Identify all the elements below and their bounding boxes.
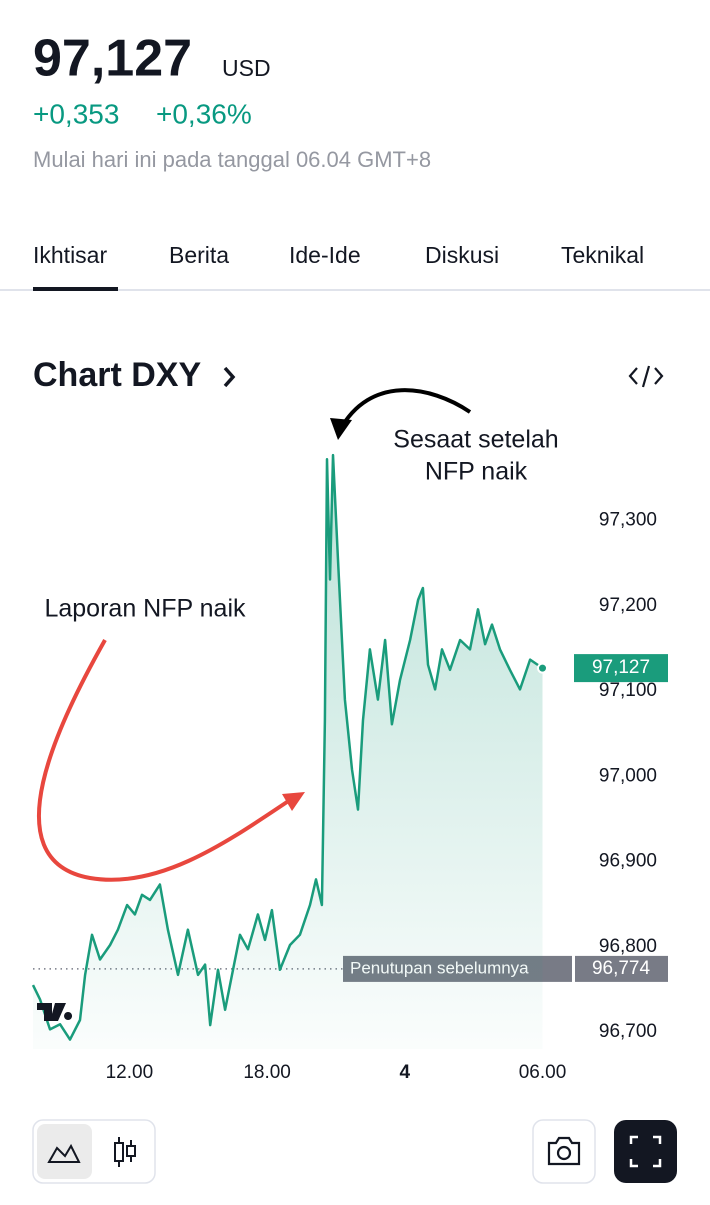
annotation-arrow	[36, 639, 292, 882]
area	[33, 455, 543, 1050]
previous-close-label: 96,774	[592, 958, 651, 979]
annotation: NFP naik	[425, 458, 528, 486]
tab[interactable]: Ide-Ide	[289, 242, 361, 268]
x-tick-label: 4	[400, 1062, 411, 1083]
logo	[37, 1003, 73, 1021]
x-tick-label: 18.00	[243, 1062, 291, 1083]
fullscreen-icon	[629, 1135, 662, 1168]
chart-title[interactable]: Chart DXY	[33, 356, 201, 394]
camera-icon	[547, 1136, 581, 1166]
tab[interactable]: Diskusi	[425, 242, 499, 268]
line	[31, 453, 544, 1041]
camera-lens	[556, 1145, 572, 1161]
chevron	[223, 366, 236, 388]
y-tick-label: 96,700	[599, 1021, 657, 1042]
annotation: Sesaat setelah	[393, 426, 558, 454]
snapshot-button[interactable]	[532, 1119, 596, 1184]
y-tick-label: 97,200	[599, 595, 657, 616]
change: +0,353	[33, 98, 119, 129]
y-tick-label: 97,300	[599, 510, 657, 531]
candle-button[interactable]	[114, 1137, 136, 1167]
last-point	[537, 662, 548, 674]
annotation-arrow	[338, 388, 472, 431]
chart: 96,700 96,800 96,900 97,000 97,100 97,200 97,3…	[31, 426, 668, 1083]
y-tick-label: 97,100	[599, 680, 657, 701]
y-tick-label: 96,800	[599, 936, 657, 957]
currency: USD	[222, 55, 271, 81]
arrowhead	[282, 792, 305, 811]
arrowhead	[330, 418, 352, 440]
fullscreen-button[interactable]	[614, 1120, 677, 1183]
x-tick-label: 06.00	[519, 1062, 567, 1083]
annotation: Laporan NFP naik	[44, 595, 246, 623]
line-icon	[47, 1143, 81, 1163]
subtitle: Mulai hari ini pada tanggal 06.04 GMT+8	[33, 147, 431, 172]
tab[interactable]: Ikhtisar	[33, 242, 107, 268]
x-tick-label: 12.00	[106, 1062, 154, 1083]
price: 97,127	[33, 30, 192, 88]
tab[interactable]: Teknikal	[561, 242, 644, 268]
embed-icon[interactable]	[628, 365, 664, 388]
tab[interactable]: Berita	[169, 242, 229, 268]
y-tick-label: 96,900	[599, 851, 657, 872]
last-price-label: 97,127	[592, 657, 650, 678]
tab-underline	[33, 287, 118, 291]
previous-close-value-box	[575, 955, 668, 982]
tabs: Ikhtisar Berita Ide-Ide Diskusi Teknikal	[33, 242, 644, 268]
chart-type-group	[32, 1119, 156, 1184]
line-chart-button[interactable]	[37, 1124, 92, 1179]
y-tick-label: 97,000	[599, 765, 657, 786]
change-pct: +0,36%	[156, 98, 252, 129]
last-price-box	[574, 654, 668, 683]
